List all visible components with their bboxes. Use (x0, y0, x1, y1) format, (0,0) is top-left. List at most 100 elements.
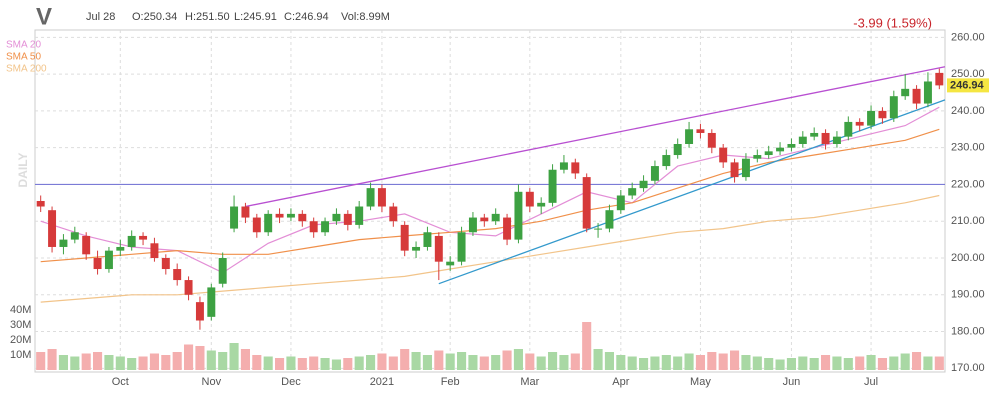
candle-body (82, 235, 91, 255)
candle-body (104, 250, 113, 270)
volume-bar (263, 356, 273, 370)
volume-bar (673, 356, 683, 370)
volume-bar (297, 358, 307, 370)
volume-tick-label: 40M (10, 304, 31, 316)
candle-body (685, 129, 694, 144)
volume-bar (912, 352, 922, 370)
date: Jul 28 (86, 11, 115, 23)
volume-bar (445, 353, 455, 370)
low: L:245.91 (234, 11, 277, 23)
volume-bar (718, 353, 728, 370)
candle-body (161, 258, 170, 270)
volume-bar (229, 343, 239, 370)
volume-bar (81, 353, 91, 370)
volume-bar (400, 349, 410, 370)
volume-bar (172, 352, 182, 370)
candle-body (207, 287, 216, 317)
legend-entry: SMA 200 (6, 64, 47, 75)
sma-line (40, 106, 940, 274)
candle-body (491, 213, 500, 222)
candle-body (275, 213, 284, 218)
volume-bar (832, 356, 842, 370)
volume-tick-label: 20M (10, 334, 31, 346)
volume-bar (627, 356, 637, 370)
candle-body (59, 239, 68, 247)
x-tick-label: Nov (202, 376, 222, 388)
volume-bar (684, 353, 694, 370)
legend-entry: SMA 20 (6, 40, 41, 51)
candle-body (286, 213, 295, 218)
volume-bar (707, 352, 717, 370)
x-tick-label: Oct (112, 376, 129, 388)
candle-body (446, 261, 455, 266)
candle-body (605, 210, 614, 229)
candle-body (218, 258, 227, 284)
y-tick-label: 250.00 (951, 68, 985, 80)
candle-body (616, 195, 625, 211)
volume-bar (513, 349, 523, 370)
volume-bar (650, 356, 660, 370)
candle-body (855, 121, 864, 126)
volume-bar (775, 359, 785, 370)
close: C:246.94 (284, 11, 329, 23)
candle-body (514, 191, 523, 240)
volume-bar (695, 355, 705, 370)
candle-body (412, 246, 421, 251)
candle-body (480, 217, 489, 222)
candle-body (70, 232, 79, 240)
y-tick-label: 190.00 (951, 289, 985, 301)
volume-bar (741, 355, 751, 370)
candle-body (150, 243, 159, 258)
candle-body (48, 210, 57, 247)
candle-body (810, 132, 819, 137)
candle-body (355, 206, 364, 225)
volume-bar (661, 355, 671, 370)
volume-tick-label: 30M (10, 319, 31, 331)
trend-line (245, 66, 946, 208)
candle-body (787, 144, 796, 148)
candle-body (571, 162, 580, 174)
y-tick-label: 240.00 (951, 105, 985, 117)
candle-body (912, 88, 921, 104)
volume-bar (525, 353, 535, 370)
volume-bar (604, 352, 614, 370)
volume-bar (206, 350, 216, 370)
volume-bar (161, 355, 171, 370)
candle-body (400, 224, 409, 251)
volume-bar (582, 322, 592, 370)
volume-bar (570, 353, 580, 370)
volume-bar (195, 346, 205, 370)
change: -3.99 (1.59%) (853, 15, 932, 30)
candle-body (127, 235, 136, 247)
volume-bar (149, 353, 159, 370)
candle-body (309, 221, 318, 233)
plot-frame (34, 29, 946, 373)
candle-body (764, 151, 773, 156)
volume-bar (479, 356, 489, 370)
candle-body (298, 213, 307, 222)
volume-bar (593, 349, 603, 370)
symbol: V (36, 3, 52, 30)
volume-bar (184, 344, 194, 370)
candle-body (628, 188, 637, 196)
x-tick-label: 2021 (370, 376, 394, 388)
candle-body (389, 206, 398, 222)
volume-bar (786, 358, 796, 370)
open: O:250.34 (132, 11, 177, 23)
volume-bar (457, 352, 467, 370)
volume-bar (821, 355, 831, 370)
high: H:251.50 (185, 11, 230, 23)
last-price-box (947, 78, 989, 93)
x-tick-label: Jul (864, 376, 878, 388)
volume-bar (502, 350, 512, 370)
volume-bar (752, 356, 762, 370)
x-tick-label: Mar (520, 376, 539, 388)
candle-body (366, 188, 375, 207)
candle-body (537, 202, 546, 207)
x-tick-label: May (690, 376, 711, 388)
candle-body (548, 169, 557, 203)
volume-bar (855, 356, 865, 370)
volume-bar (58, 355, 68, 370)
candle-body (241, 206, 250, 218)
